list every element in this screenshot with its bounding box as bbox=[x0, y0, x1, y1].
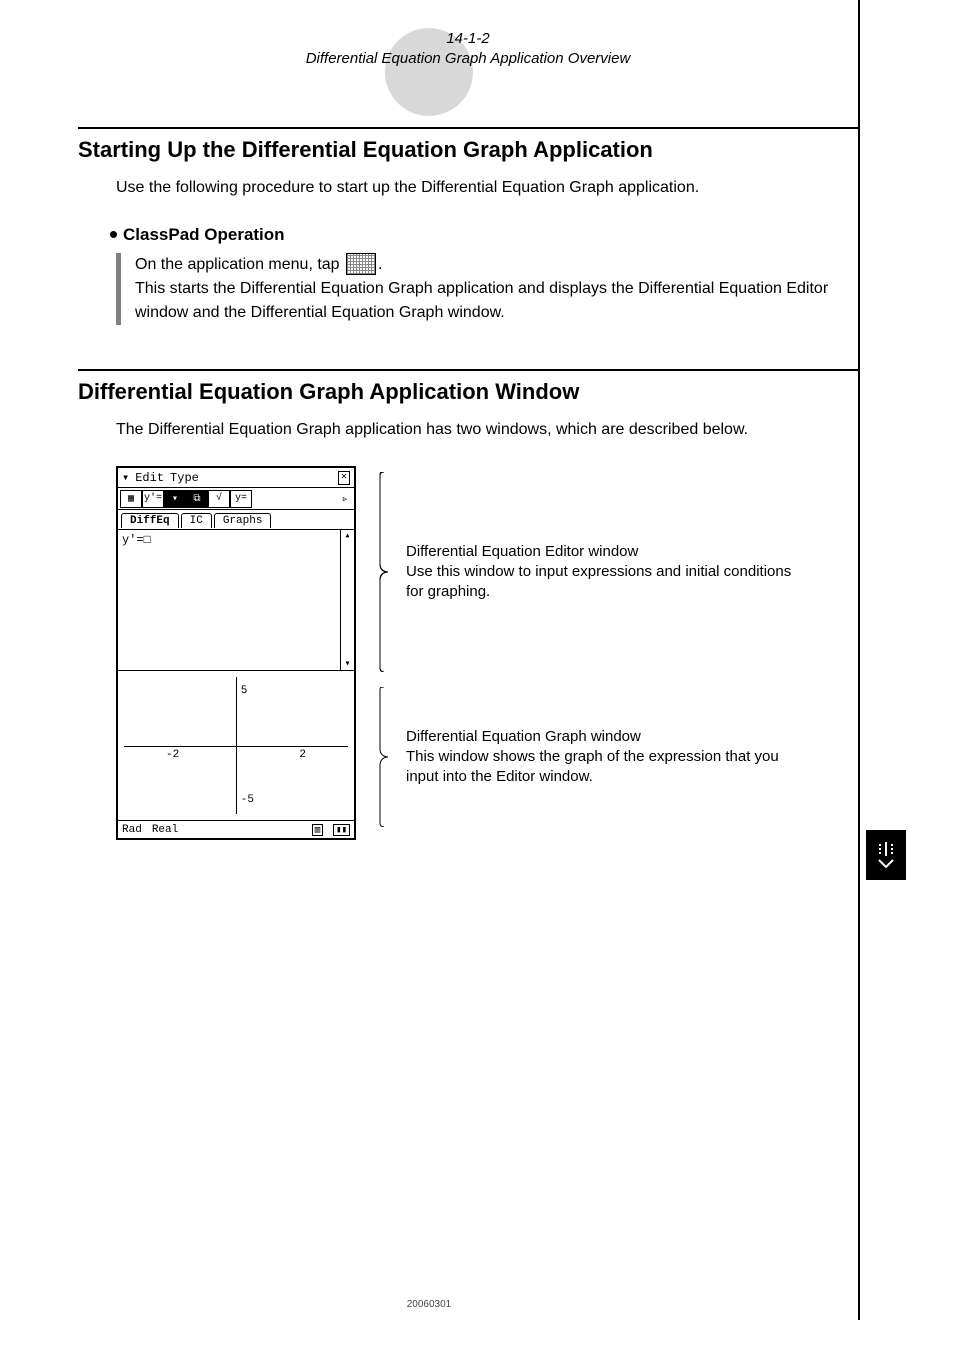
instruction-line1a: On the application menu, tap bbox=[135, 256, 344, 273]
callout-editor-title: Differential Equation Editor window bbox=[406, 542, 796, 562]
callout-graph-desc: This window shows the graph of the expre… bbox=[406, 747, 796, 788]
toolbar-btn-6[interactable]: y= bbox=[230, 490, 252, 508]
section-rule bbox=[78, 127, 858, 129]
toolbar-more-icon[interactable]: ▹ bbox=[338, 492, 352, 506]
menu-edit[interactable]: Edit bbox=[135, 471, 164, 485]
section2-intro: The Differential Equation Graph applicat… bbox=[116, 419, 858, 441]
tab-ic[interactable]: IC bbox=[181, 513, 212, 528]
instruction-line1b: . bbox=[378, 256, 382, 273]
instruction-block: On the application menu, tap . This star… bbox=[116, 253, 858, 325]
footer-code: 20060301 bbox=[407, 1299, 452, 1310]
y-tick-neg: -5 bbox=[241, 794, 254, 806]
diffeq-app-icon bbox=[346, 253, 376, 275]
page-header-title: Differential Equation Graph Application … bbox=[78, 50, 858, 67]
y-tick-pos: 5 bbox=[241, 685, 248, 697]
menu-dropdown-icon[interactable] bbox=[122, 470, 129, 485]
tab-diffeq[interactable]: DiffEq bbox=[121, 513, 179, 528]
sidebar-tab-mark bbox=[866, 830, 906, 880]
scroll-down-icon[interactable]: ▾ bbox=[344, 658, 350, 670]
toolbar-btn-4[interactable]: ⧉ bbox=[186, 490, 208, 508]
status-rad: Rad bbox=[122, 824, 142, 836]
editor-expression: y'=□ bbox=[122, 533, 151, 547]
section1-heading: Starting Up the Differential Equation Gr… bbox=[78, 137, 858, 163]
y-axis bbox=[236, 677, 237, 814]
callout-editor-desc: Use this window to input expressions and… bbox=[406, 562, 796, 603]
editor-scrollbar[interactable]: ▴ ▾ bbox=[340, 530, 354, 670]
section1-intro: Use the following procedure to start up … bbox=[116, 177, 858, 199]
toolbar-btn-2[interactable]: y'= bbox=[142, 490, 164, 508]
status-pause-icon: ▮▮ bbox=[333, 824, 350, 836]
section2-heading: Differential Equation Graph Application … bbox=[78, 379, 858, 405]
page-ref: 14-1-2 bbox=[78, 30, 858, 47]
toolbar-btn-5[interactable]: √ bbox=[208, 490, 230, 508]
bullet-icon bbox=[110, 231, 117, 238]
toolbar-btn-3-dropdown[interactable]: ▾ bbox=[164, 490, 186, 508]
x-tick-neg: -2 bbox=[166, 749, 179, 761]
menu-type[interactable]: Type bbox=[170, 471, 199, 485]
tab-graphs[interactable]: Graphs bbox=[214, 513, 272, 528]
device-tabs: DiffEq IC Graphs bbox=[118, 510, 354, 530]
scroll-up-icon[interactable]: ▴ bbox=[344, 530, 350, 542]
toolbar-btn-1[interactable]: ▦ bbox=[120, 490, 142, 508]
device-toolbar: ▦ y'= ▾ ⧉ √ y= ▹ bbox=[118, 488, 354, 510]
x-tick-pos: 2 bbox=[299, 749, 306, 761]
section-rule-2 bbox=[78, 369, 858, 371]
brace-icon-graph bbox=[378, 687, 396, 827]
close-icon[interactable]: ✕ bbox=[338, 471, 350, 485]
graph-pane[interactable]: -2 2 5 -5 bbox=[118, 670, 354, 820]
brace-icon-editor bbox=[378, 472, 396, 672]
callout-graph-title: Differential Equation Graph window bbox=[406, 727, 796, 747]
editor-pane[interactable]: y'=□ ▴ ▾ bbox=[118, 530, 354, 670]
instruction-line2: This starts the Differential Equation Gr… bbox=[135, 277, 858, 325]
device-statusbar: Rad Real ▥ ▮▮ bbox=[118, 820, 354, 838]
status-real: Real bbox=[152, 824, 178, 836]
status-battery-icon: ▥ bbox=[312, 824, 323, 836]
classpad-operation-subhead: ClassPad Operation bbox=[123, 225, 285, 245]
device-menubar: Edit Type ✕ bbox=[118, 468, 354, 488]
classpad-screenshot: Edit Type ✕ ▦ y'= ▾ ⧉ √ y= ▹ DiffEq IC G… bbox=[116, 466, 356, 840]
